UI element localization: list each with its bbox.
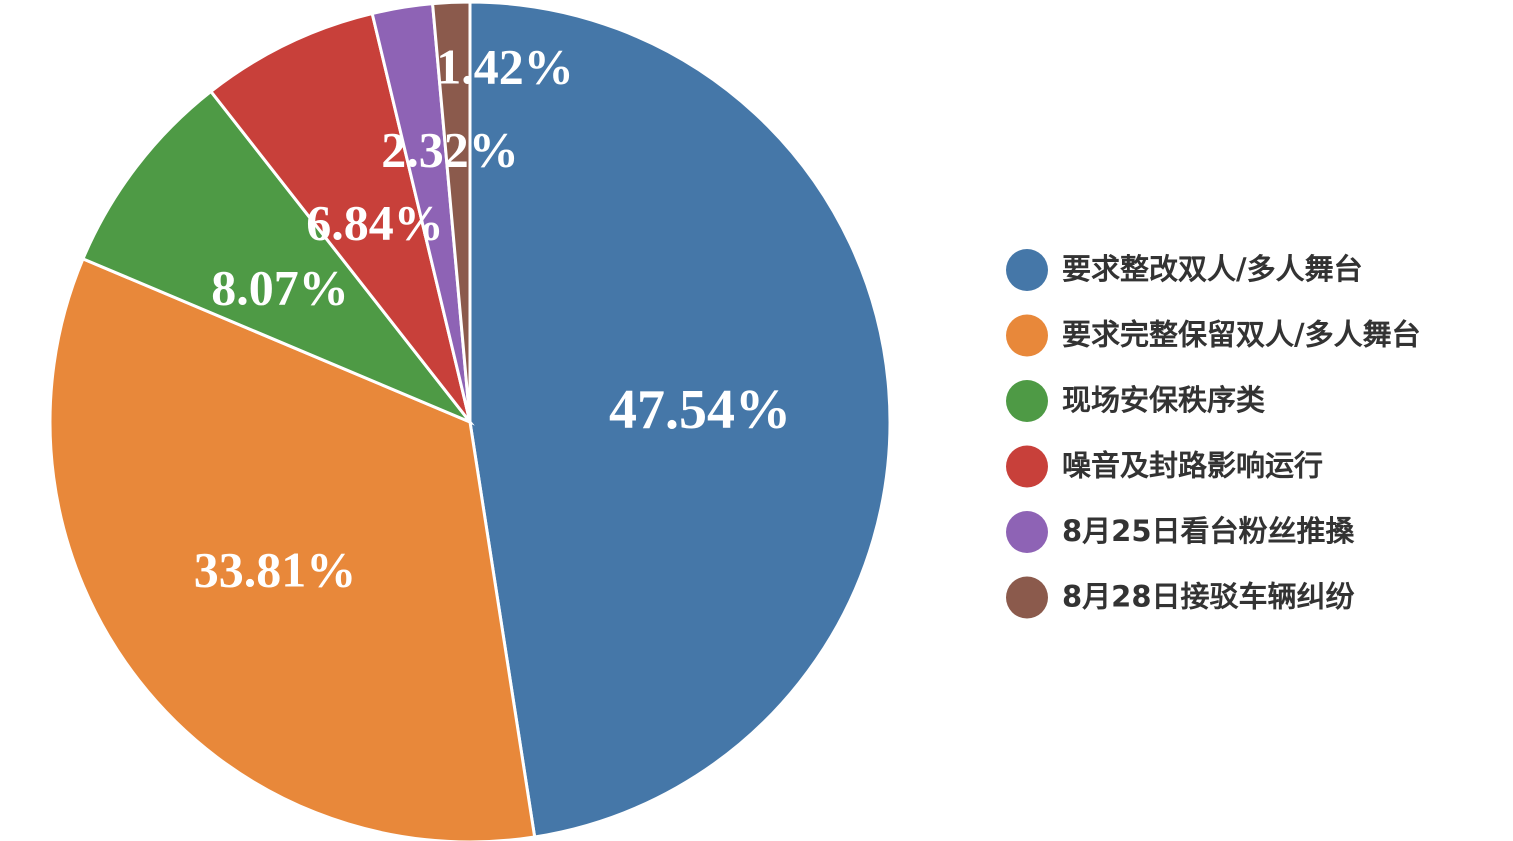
pie-slice <box>208 11 472 423</box>
legend-label: 8月28日接驳车辆纠纷 <box>1062 580 1355 614</box>
legend-label: 现场安保秩序类 <box>1062 383 1265 417</box>
legend-label: 8月25日看台粉丝推搡 <box>1062 514 1355 548</box>
slice-label: 2.32% <box>381 121 519 177</box>
pie-slice <box>430 0 472 423</box>
slice-label: 6.84% <box>306 194 444 250</box>
slice-label: 8.07% <box>211 259 349 315</box>
pie-slice <box>48 256 537 841</box>
slice-label: 1.42% <box>436 38 574 94</box>
legend-label: 要求完整保留双人/多人舞台 <box>1062 318 1421 352</box>
slice-label: 33.81% <box>194 541 357 597</box>
pie-slice <box>468 0 892 839</box>
legend-marker <box>1006 511 1048 553</box>
legend-marker <box>1006 314 1048 357</box>
pie-slice <box>81 89 475 426</box>
legend-marker <box>1006 380 1048 422</box>
legend-marker <box>1006 445 1048 488</box>
legend-marker <box>1006 249 1048 291</box>
legend-label: 噪音及封路影响运行 <box>1062 449 1323 483</box>
legend-label: 要求整改双人/多人舞台 <box>1062 252 1363 286</box>
slice-label: 47.54% <box>609 379 791 441</box>
legend-marker <box>1006 576 1048 619</box>
